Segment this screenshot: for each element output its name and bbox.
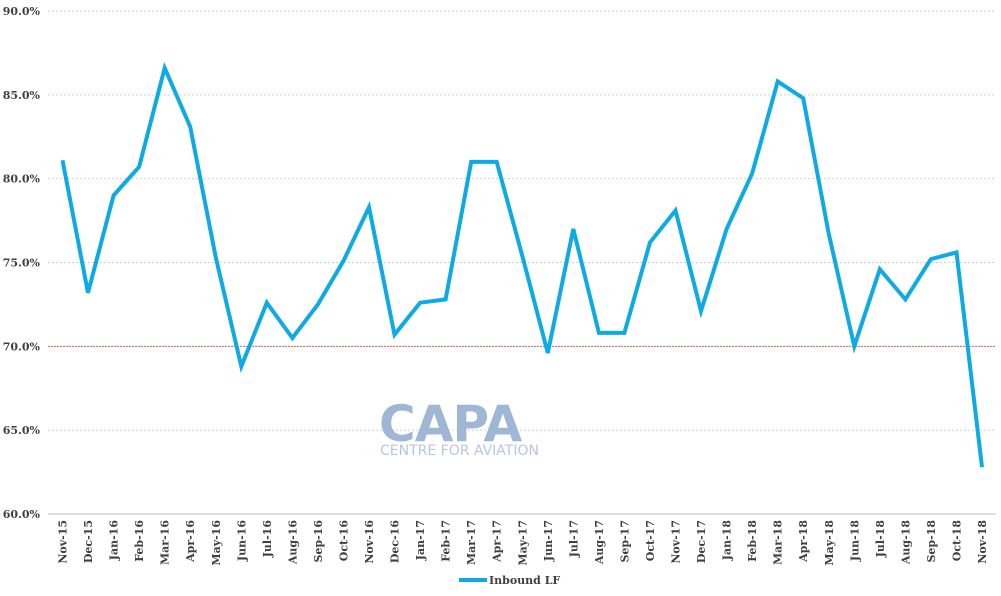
y-tick-label: 80.0% xyxy=(3,173,41,186)
watermark-tagline: CENTRE FOR AVIATION xyxy=(380,443,539,459)
x-tick-label: Feb-18 xyxy=(746,520,759,562)
x-axis-tick-labels: Nov-15 Dec-15 Jan-16 Feb-16 Mar-16 Apr-16 May-… xyxy=(57,520,990,566)
x-tick-label: Jan-16 xyxy=(108,520,121,562)
x-tick-label: Aug-18 xyxy=(899,520,912,565)
y-tick-label: 65.0% xyxy=(3,424,41,437)
x-tick-label: Nov-17 xyxy=(670,520,683,564)
x-tick-label: Feb-17 xyxy=(440,520,453,562)
y-tick-label: 85.0% xyxy=(3,89,41,102)
x-tick-label: Aug-16 xyxy=(286,520,299,565)
x-tick-label: Apr-16 xyxy=(184,520,197,563)
x-tick-label: Feb-16 xyxy=(133,520,146,562)
x-tick-label: Nov-18 xyxy=(976,520,989,564)
y-axis-tick-labels: 60.0% 65.0% 70.0% 75.0% 80.0% 85.0% 90.0% xyxy=(3,5,41,521)
x-tick-label: Jul-16 xyxy=(261,520,274,559)
x-tick-label: Jul-18 xyxy=(874,520,887,559)
legend: Inbound LF xyxy=(459,574,560,587)
y-tick-label: 75.0% xyxy=(3,257,41,270)
x-tick-label: Mar-18 xyxy=(772,520,785,565)
x-tick-label: May-16 xyxy=(210,520,223,566)
x-tick-label: Dec-15 xyxy=(82,520,95,563)
capa-watermark: CAPA CENTRE FOR AVIATION xyxy=(379,395,539,459)
x-tick-label: Apr-18 xyxy=(797,520,810,563)
x-tick-label: Jun-18 xyxy=(848,520,861,562)
watermark-logo: CAPA xyxy=(379,395,522,453)
x-tick-label: Nov-15 xyxy=(57,520,70,564)
x-tick-label: Oct-18 xyxy=(950,520,963,562)
x-tick-label: Aug-17 xyxy=(593,520,606,565)
y-tick-label: 90.0% xyxy=(3,5,41,18)
x-tick-label: Jul-17 xyxy=(567,520,580,558)
x-tick-label: Apr-17 xyxy=(491,520,504,563)
series-line-inbound-lf xyxy=(60,61,984,468)
gridlines xyxy=(48,10,996,431)
x-tick-label: Mar-16 xyxy=(159,520,172,565)
y-tick-label: 70.0% xyxy=(3,340,41,353)
x-tick-label: May-18 xyxy=(823,520,836,566)
x-tick-label: Nov-16 xyxy=(363,520,376,564)
x-tick-label: Dec-17 xyxy=(695,520,708,563)
x-tick-label: Sep-18 xyxy=(925,520,938,563)
y-tick-label: 60.0% xyxy=(3,508,41,521)
x-tick-label: Jan-17 xyxy=(414,520,427,561)
series-group xyxy=(60,61,984,468)
x-tick-label: May-17 xyxy=(516,520,529,566)
x-tick-label: Jan-18 xyxy=(721,520,734,562)
x-tick-label: Jun-17 xyxy=(542,520,555,562)
x-tick-label: Sep-17 xyxy=(618,520,631,563)
legend-label-inbound-lf: Inbound LF xyxy=(489,574,560,587)
x-tick-label: Sep-16 xyxy=(312,520,325,563)
x-tick-label: Oct-16 xyxy=(337,520,350,562)
x-tick-label: Dec-16 xyxy=(389,520,402,563)
x-tick-label: Jun-16 xyxy=(235,520,248,562)
x-tick-label: Oct-17 xyxy=(644,520,657,561)
x-tick-label: Mar-17 xyxy=(465,520,478,565)
